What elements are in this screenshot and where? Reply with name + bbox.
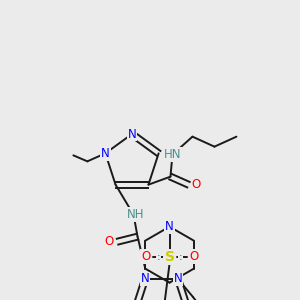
Text: S: S	[164, 250, 175, 264]
Text: O: O	[104, 235, 113, 248]
Text: O: O	[189, 250, 198, 263]
Text: O: O	[141, 250, 150, 263]
Text: N: N	[101, 147, 110, 160]
Text: N: N	[128, 128, 136, 140]
Text: N: N	[141, 272, 149, 286]
Text: N: N	[165, 220, 174, 233]
Text: :: :	[157, 252, 160, 262]
Text: HN: HN	[164, 148, 181, 161]
Text: N: N	[174, 272, 182, 286]
Text: O: O	[192, 178, 201, 191]
Text: :: :	[179, 252, 182, 262]
Text: NH: NH	[127, 208, 144, 221]
